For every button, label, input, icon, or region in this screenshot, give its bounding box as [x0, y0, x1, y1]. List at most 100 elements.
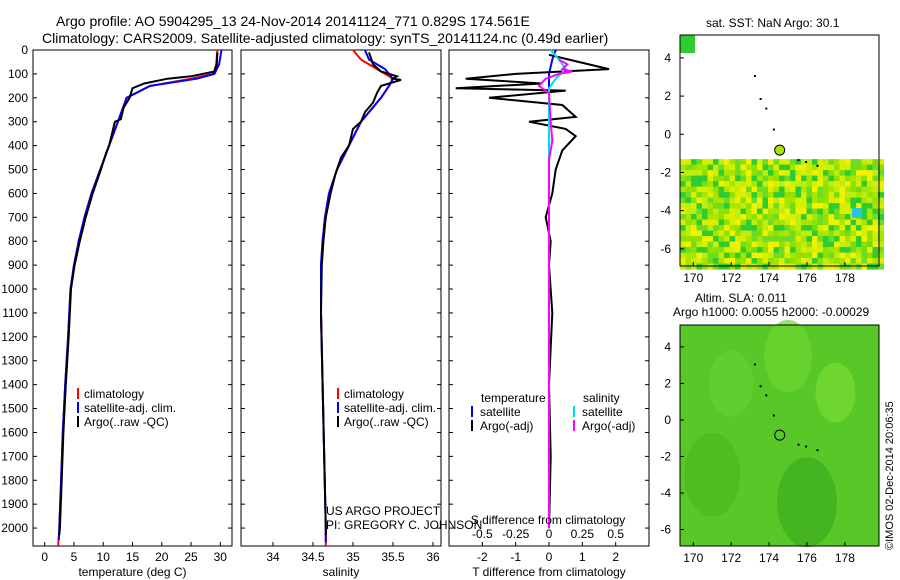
- sst-cell: [702, 208, 708, 215]
- sst-cell: [746, 236, 752, 243]
- sst-cell: [817, 159, 824, 166]
- sst-cell: [872, 230, 879, 237]
- sst-cell: [685, 181, 692, 188]
- sst-cell: [718, 175, 725, 182]
- depth-tick-label: 1300: [1, 354, 28, 368]
- sst-cell: [867, 203, 873, 210]
- sst-cell: [872, 181, 879, 188]
- sst-cell: [795, 247, 802, 254]
- sla-map-ytick-label: -2: [660, 450, 671, 464]
- sst-cell: [795, 159, 802, 166]
- sst-cell: [729, 247, 736, 254]
- sst-cell: [696, 252, 703, 259]
- sst-cell: [834, 192, 840, 199]
- sst-cell: [696, 236, 703, 243]
- sst-cell: [685, 241, 692, 248]
- sst-cell: [713, 258, 719, 265]
- sst-cell: [702, 164, 708, 171]
- sst-cell: [724, 230, 730, 237]
- sst-cell: [801, 159, 807, 166]
- sst-cell: [790, 186, 796, 193]
- sst-cell: [861, 241, 868, 248]
- sst-cell: [856, 258, 862, 265]
- sst-cell: [702, 203, 708, 210]
- sst-cell: [861, 181, 868, 188]
- sst-cell: [812, 164, 818, 171]
- sst-cell: [856, 186, 862, 193]
- sst-cell: [718, 192, 725, 199]
- sst-cell: [861, 263, 868, 270]
- depth-tick-label: 1600: [1, 425, 28, 439]
- sst-cell: [872, 175, 879, 182]
- sst-cell: [735, 192, 741, 199]
- sst-cell: [757, 203, 763, 210]
- sst-cell: [795, 203, 802, 210]
- sst-cell: [740, 214, 747, 221]
- sst-cell: [691, 192, 697, 199]
- sst-cell: [691, 181, 697, 188]
- temperature-legend-label: climatology: [84, 387, 144, 401]
- sst-cell: [872, 159, 879, 166]
- island-dot: [797, 443, 800, 446]
- sst-cell: [828, 203, 835, 210]
- sst-cell: [856, 263, 862, 270]
- sst-cell: [740, 225, 747, 232]
- depth-tick-label: 300: [8, 115, 28, 129]
- depth-tick-label: 700: [8, 210, 28, 224]
- sst-cell: [828, 197, 835, 204]
- sst-cell: [790, 208, 796, 215]
- sst-cell: [702, 170, 708, 177]
- sst-cell: [696, 208, 703, 215]
- sst-cell: [729, 170, 736, 177]
- sst-cell: [834, 203, 840, 210]
- sst-cell: [724, 247, 730, 254]
- sst-cell: [740, 164, 747, 171]
- sst-cell: [680, 159, 686, 166]
- sst-cell: [812, 236, 818, 243]
- differences-xtick-label: -1: [510, 550, 521, 564]
- sst-cell: [839, 241, 846, 248]
- sst-cell: [861, 252, 868, 259]
- sst-cell: [735, 203, 741, 210]
- sla-map-xtick-label: 174: [759, 551, 779, 565]
- depth-tick-label: 1200: [1, 330, 28, 344]
- sst-cell: [839, 258, 846, 265]
- sst-cell: [867, 263, 873, 270]
- sst-cell: [729, 258, 736, 265]
- sst-cell: [746, 175, 752, 182]
- sst-cell: [724, 252, 730, 259]
- sst-cell: [790, 203, 796, 210]
- sst-cell: [702, 236, 708, 243]
- temperature-series-line: [57, 49, 219, 547]
- sst-cell: [724, 170, 730, 177]
- sst-cell: [878, 219, 884, 226]
- sst-cell: [806, 159, 813, 166]
- sst-cell: [795, 208, 802, 215]
- sst-cell: [746, 230, 752, 237]
- sst-cell: [702, 219, 708, 226]
- sst-cell: [680, 258, 686, 265]
- sst-cell: [867, 252, 873, 259]
- sst-cell: [773, 192, 780, 199]
- sst-cell: [740, 258, 747, 265]
- sst-cell: [839, 175, 846, 182]
- sst-cell: [795, 175, 802, 182]
- sst-cell: [735, 247, 741, 254]
- depth-tick-label: 900: [8, 258, 28, 272]
- sst-cell: [696, 170, 703, 177]
- salinity-xlabel: salinity: [323, 565, 360, 579]
- sst-cell: [856, 241, 862, 248]
- sst-cell: [685, 230, 692, 237]
- sst-cell: [823, 170, 829, 177]
- sst-cell: [696, 219, 703, 226]
- sst-cell: [757, 236, 763, 243]
- sst-cell: [740, 197, 747, 204]
- sst-cell: [806, 214, 813, 221]
- sst-cell: [751, 214, 758, 221]
- sst-cell: [872, 197, 879, 204]
- sst-cell: [795, 263, 802, 270]
- sst-cell: [850, 175, 857, 182]
- sst-cell: [713, 181, 719, 188]
- sst-cell: [707, 219, 714, 226]
- sst-cell: [735, 225, 741, 232]
